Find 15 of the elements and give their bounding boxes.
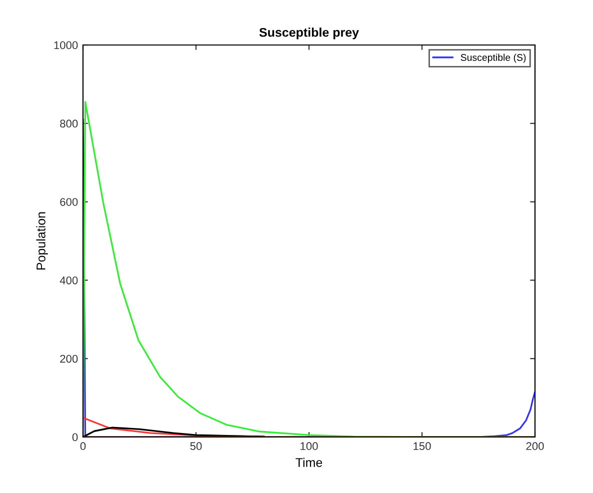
legend-label: Susceptible (S): [460, 54, 526, 63]
y-tick-label: 800: [60, 120, 78, 128]
y-tick-label: 0: [72, 433, 78, 442]
x-tick-label: 150: [414, 442, 431, 450]
y-tick-label: 600: [60, 198, 78, 206]
y-axis-title: Population: [36, 212, 48, 270]
y-tick-label: 400: [60, 276, 78, 284]
y-tick-label: 200: [60, 354, 78, 363]
x-tick-label: 0: [80, 442, 86, 450]
y-tick-label: 1000: [54, 41, 78, 50]
x-tick-label: 100: [300, 442, 318, 450]
x-tick-label: 200: [526, 442, 544, 450]
x-tick-label: 50: [190, 442, 202, 450]
chart-title: Susceptible prey: [259, 28, 359, 40]
x-axis-title: Time: [296, 458, 322, 467]
